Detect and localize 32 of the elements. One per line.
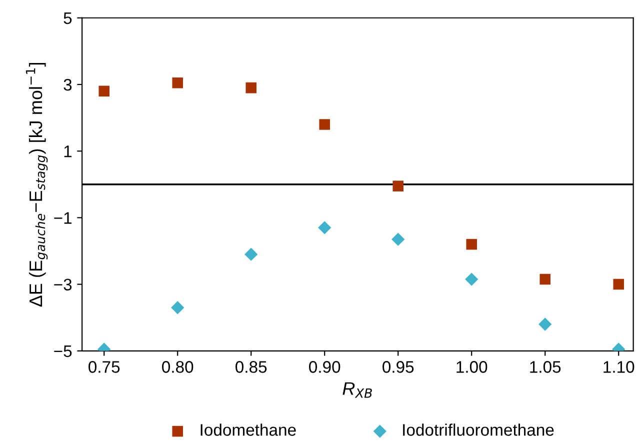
x-tick-label: 0.95 [382, 361, 414, 373]
point [465, 272, 478, 286]
x-tick-label: 0.85 [236, 361, 267, 373]
x-axis-title: R$_{XB}$ [342, 382, 372, 398]
point [613, 278, 624, 290]
x-tick-label: 0.80 [162, 361, 194, 373]
point [392, 180, 404, 192]
point [318, 221, 332, 234]
y-tick-label: −5 [54, 345, 72, 358]
point [171, 301, 184, 314]
legend-label: Iodomethane [200, 424, 296, 436]
x-tick-label: 1.00 [456, 361, 488, 373]
point [98, 86, 110, 97]
y-tick-label: −3 [54, 278, 72, 290]
legend-label: Iodotrifluoromethane [403, 424, 554, 436]
x-tick-label: 1.10 [604, 361, 634, 373]
point [540, 274, 550, 285]
point [392, 232, 405, 246]
y-tick-label: 3 [64, 78, 72, 91]
point [246, 82, 256, 94]
point [172, 77, 183, 88]
x-tick-label: 0.75 [88, 361, 120, 373]
x-tick-label: 1.05 [530, 361, 561, 373]
y-tick-label: −1 [54, 212, 72, 224]
point [466, 238, 477, 250]
point [319, 119, 330, 130]
y-axis-title: ΔE (E$_{gauche}$−E$_{stagg}$) [kJ mol$^{−1}$] [26, 62, 48, 307]
y-tick-label: 1 [64, 146, 72, 158]
y-tick-label: 5 [64, 12, 72, 24]
x-tick-label: 0.90 [309, 361, 340, 373]
point [538, 318, 552, 331]
point [244, 248, 258, 261]
